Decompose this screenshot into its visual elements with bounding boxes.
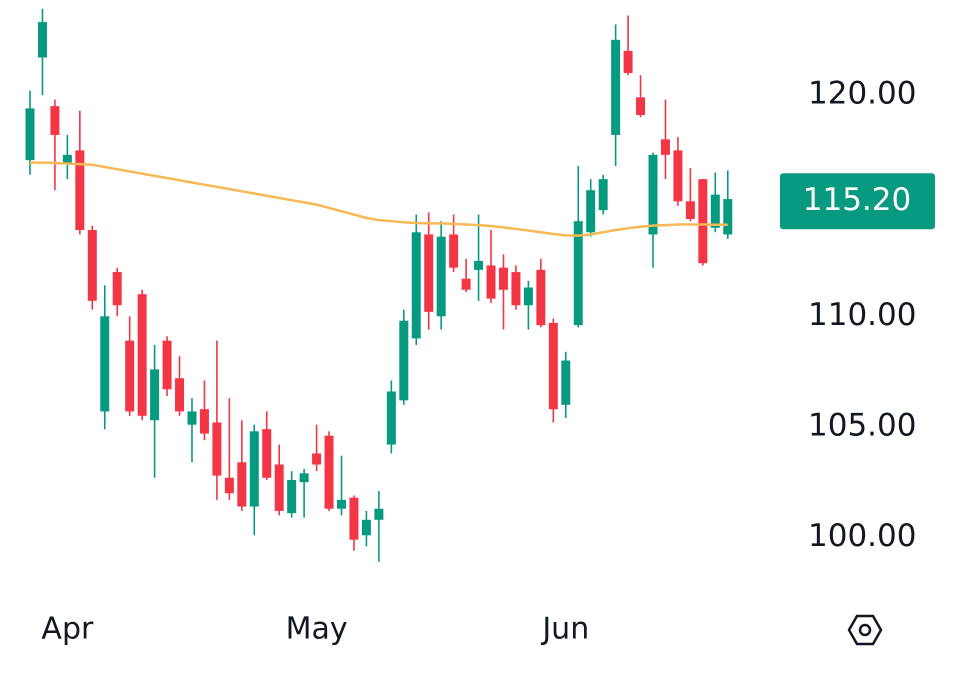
candle-body — [62, 154, 72, 164]
candle-body — [75, 150, 85, 231]
last-price-box — [780, 173, 935, 230]
candle-body — [125, 340, 135, 412]
candle-body — [474, 261, 484, 270]
y-tick-label: 100.00 — [808, 518, 916, 554]
candle-body — [374, 508, 384, 520]
candle-body — [287, 479, 297, 514]
last-price-label: 115.20 — [803, 182, 911, 218]
y-tick-label: 110.00 — [808, 297, 916, 333]
y-tick-label: 120.00 — [808, 76, 916, 112]
candle-body — [100, 316, 110, 412]
candle-body — [349, 497, 359, 540]
candle-body — [498, 267, 508, 290]
candle-body — [511, 272, 521, 306]
candle-body — [723, 199, 733, 235]
candle-body — [561, 360, 571, 405]
candle-body — [636, 97, 646, 116]
candle-body — [611, 39, 621, 135]
candle-body — [361, 519, 371, 536]
candle-body — [536, 269, 546, 326]
candle-body — [386, 391, 396, 445]
candle-body — [673, 150, 683, 202]
average-line — [30, 161, 728, 237]
candle-body — [424, 234, 434, 312]
candle-body — [598, 179, 608, 211]
candle-body — [685, 201, 695, 219]
candle-body — [337, 499, 346, 509]
settings-dot[interactable] — [858, 623, 872, 637]
candle-body — [150, 369, 160, 421]
candle-body — [237, 462, 247, 507]
candle-body — [710, 194, 720, 228]
candle-body — [523, 287, 533, 306]
candle-body — [224, 477, 234, 494]
candle-body — [324, 435, 334, 509]
candle-body — [262, 429, 272, 478]
candle-body — [486, 265, 496, 299]
candle-body — [449, 234, 459, 268]
candle-body — [312, 453, 322, 465]
candle-body — [162, 340, 172, 390]
candle-body — [25, 108, 35, 161]
x-tick-label: May — [286, 612, 348, 647]
candle-body — [175, 378, 185, 412]
candle-body — [461, 278, 471, 290]
candle-body — [199, 409, 209, 434]
candle-body — [436, 236, 446, 317]
x-tick-label: Apr — [41, 612, 94, 647]
candle-body — [187, 411, 197, 425]
candle-body — [573, 221, 583, 326]
candle-body — [698, 179, 708, 264]
candle-body — [112, 272, 122, 306]
candle-body — [399, 320, 409, 401]
candle-body — [212, 422, 222, 476]
candle-body — [648, 154, 658, 235]
candle-body — [87, 230, 97, 301]
y-tick-label: 105.00 — [808, 407, 916, 443]
candle-body — [249, 431, 259, 507]
candle-body — [548, 322, 558, 410]
candle-body — [50, 106, 60, 135]
candle-body — [274, 464, 284, 511]
candle-body — [411, 232, 421, 339]
settings-icon[interactable] — [847, 614, 883, 646]
settings-hexagon[interactable] — [847, 614, 883, 646]
candle-body — [586, 190, 596, 233]
x-tick-label: Jun — [540, 612, 589, 647]
candles — [25, 8, 733, 562]
candle-body — [299, 473, 309, 483]
candle-body — [623, 50, 633, 73]
candle-body — [660, 139, 670, 155]
candle-body — [37, 22, 47, 58]
candle-body — [137, 294, 147, 416]
